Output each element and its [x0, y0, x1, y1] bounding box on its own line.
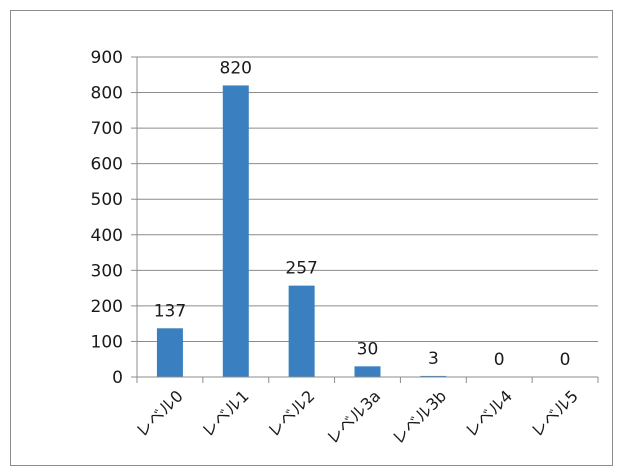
data-label: 30	[357, 339, 379, 359]
bars	[156, 85, 447, 377]
data-label: 0	[494, 350, 505, 370]
y-tick-label: 0	[112, 368, 123, 388]
gridlines	[137, 56, 598, 342]
bar	[288, 285, 315, 377]
bar	[156, 328, 183, 377]
y-tick-labels: 0 100 200 300 400 500 600 700 800 900	[91, 48, 123, 388]
bar	[222, 85, 249, 377]
category-label: レベル5	[527, 386, 582, 441]
y-tick-label: 500	[91, 190, 123, 210]
y-tick-label: 600	[91, 155, 123, 175]
y-tick-label: 900	[91, 48, 123, 68]
data-label: 3	[428, 349, 439, 369]
y-tick-label: 800	[91, 84, 123, 104]
chart-frame	[10, 10, 613, 466]
category-label: レベル3a	[323, 386, 385, 448]
y-tick-label: 200	[91, 297, 123, 317]
category-labels: レベル0 レベル1 レベル2 レベル3a レベル3b レベル4 レベル5	[132, 386, 582, 448]
category-label: レベル0	[132, 386, 187, 441]
y-tick-label: 300	[91, 261, 123, 281]
bar	[354, 366, 381, 377]
category-label: レベル1	[198, 386, 253, 441]
y-tick-label: 700	[91, 119, 123, 139]
data-label: 257	[285, 259, 317, 279]
category-label: レベル2	[264, 386, 319, 441]
y-tick-label: 100	[91, 332, 123, 352]
data-label: 820	[220, 58, 252, 78]
data-label: 137	[154, 301, 186, 321]
category-label: レベル3b	[388, 386, 450, 448]
data-label: 0	[560, 350, 571, 370]
category-label: レベル4	[461, 386, 516, 441]
bar	[420, 375, 447, 377]
y-tick-label: 400	[91, 226, 123, 246]
axes	[131, 56, 599, 383]
